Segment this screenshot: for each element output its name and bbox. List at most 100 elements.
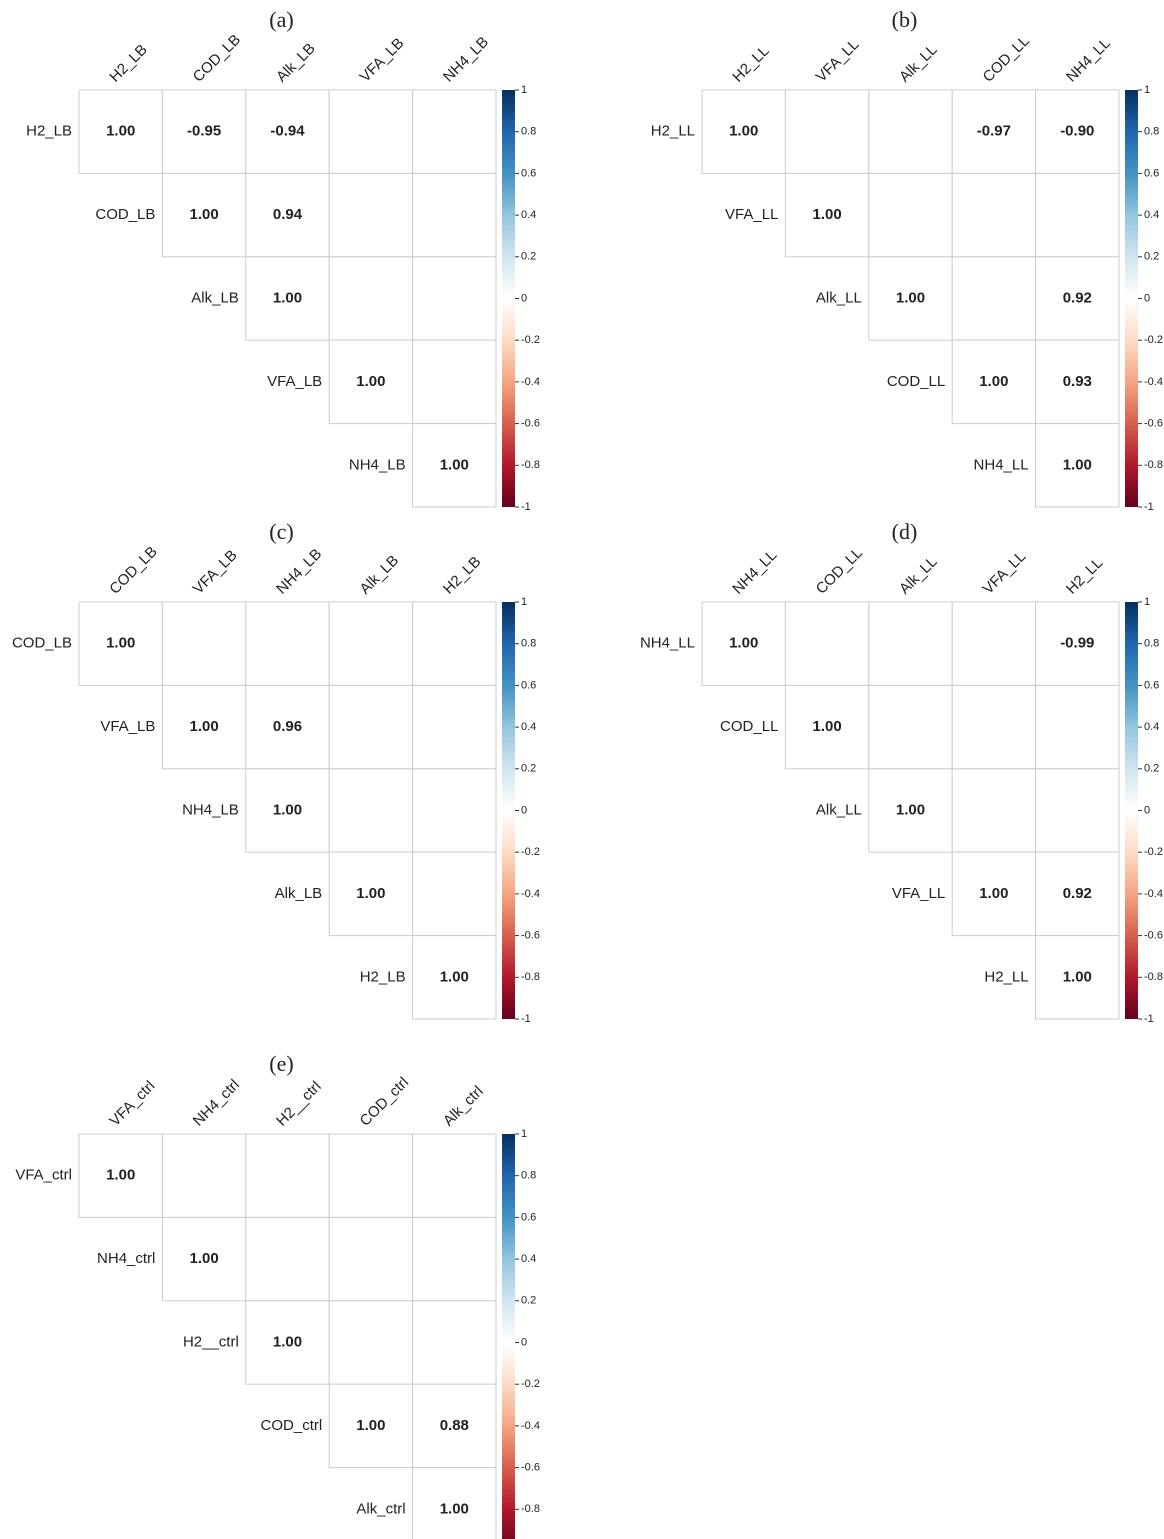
correlation-value: 0.93 (1063, 373, 1092, 390)
colorbar-tick-label: 0.8 (521, 126, 536, 138)
colorbar-tick-label: 0 (521, 292, 527, 304)
cell (328, 172, 414, 258)
colorbar-tick-label: -1 (521, 501, 531, 513)
cell (161, 1216, 247, 1302)
cell (412, 1383, 497, 1469)
colorbar-tick-label: 0.8 (521, 638, 536, 650)
cell (412, 851, 497, 937)
row-label: COD_LL (887, 373, 945, 390)
colorbar-tick-label: 0 (1144, 804, 1150, 816)
column-label: VFA_LB (357, 35, 408, 86)
colorbar-tick-label: -1 (1144, 501, 1154, 513)
colorbar-tick-label: 0.8 (1144, 126, 1159, 138)
colorbar-tick-label: 1 (1144, 596, 1150, 608)
correlation-value: 1.00 (189, 1250, 218, 1267)
cell (161, 172, 247, 258)
cell (1035, 339, 1120, 425)
colorbar-tick-label: 1 (1144, 84, 1150, 96)
cell (328, 89, 414, 174)
colorbar-tick-label: 0.4 (521, 721, 536, 733)
cell (784, 172, 870, 258)
colorbar-tick-label: 0.6 (521, 167, 536, 179)
cell (412, 1467, 497, 1539)
row-label: COD_LL (720, 718, 778, 735)
column-label: Alk_LB (357, 552, 403, 598)
cell (412, 1216, 497, 1302)
cell (951, 851, 1037, 937)
cell (784, 684, 870, 770)
column-label: COD_LL (980, 32, 1033, 85)
correlation-value: 1.00 (356, 373, 385, 390)
correlation-value: 1.00 (106, 1167, 135, 1184)
cell (328, 601, 414, 686)
colorbar-tick-label: 0.6 (1144, 167, 1159, 179)
cell (412, 935, 497, 1020)
row-label: COD_LB (12, 635, 72, 652)
cell (701, 601, 786, 686)
column-label: VFA_LL (980, 548, 1030, 598)
correlation-value: 1.00 (356, 885, 385, 902)
cell (1035, 768, 1120, 853)
row-label: NH4_ctrl (97, 1250, 155, 1267)
row-label: H2_LL (984, 968, 1028, 985)
column-label: H2_LB (440, 553, 484, 597)
column-label: COD_ctrl (357, 1074, 413, 1130)
colorbar-tick-label: 0.4 (521, 209, 536, 221)
colorbar-tick-label: -0.8 (1144, 459, 1163, 471)
cell (1035, 601, 1120, 686)
column-label: Alk_LL (896, 41, 940, 85)
cell (78, 601, 163, 686)
row-label: H2_LB (360, 968, 406, 985)
row-label: NH4_LL (974, 456, 1029, 473)
colorbar (502, 90, 515, 507)
cell (412, 339, 497, 425)
cell (412, 256, 497, 341)
cell (412, 1300, 497, 1385)
correlation-value: 0.96 (273, 718, 302, 735)
colorbar-tick-label: -0.8 (521, 971, 540, 983)
cell (412, 172, 497, 258)
colorbar-tick-label: 0 (1144, 292, 1150, 304)
cell (1035, 172, 1120, 258)
row-label: Alk_LB (275, 885, 323, 902)
colorbar-tick-label: 0.8 (521, 1170, 536, 1182)
cell (868, 172, 953, 258)
row-label: Alk_LB (191, 289, 239, 306)
colorbar-tick-label: -0.2 (521, 846, 540, 858)
correlation-value: 0.88 (440, 1417, 469, 1434)
cell (412, 1133, 497, 1218)
cell (868, 89, 953, 174)
cell (951, 684, 1037, 770)
cell (245, 256, 330, 341)
colorbar-tick-label: 0.6 (1144, 679, 1159, 691)
row-label: VFA_LL (725, 206, 778, 223)
row-label: Alk_ctrl (356, 1500, 405, 1517)
correlation-value: 1.00 (812, 718, 841, 735)
row-label: Alk_LL (816, 289, 862, 306)
column-label: NH4_LL (1063, 35, 1114, 86)
cell (784, 89, 870, 174)
colorbar (1125, 90, 1138, 507)
row-label: NH4_LB (182, 801, 239, 818)
row-label: COD_LB (95, 206, 155, 223)
column-label: VFA_ctrl (106, 1078, 158, 1130)
cell (161, 684, 247, 770)
cell (328, 339, 414, 425)
colorbar (502, 1134, 515, 1539)
cell (1035, 684, 1120, 770)
cell (1035, 256, 1120, 341)
cell (412, 684, 497, 770)
colorbar (1125, 602, 1138, 1019)
column-label: Alk_LB (273, 40, 319, 86)
chart-title: (d) (892, 519, 918, 544)
colorbar-tick-label: 0.2 (521, 1295, 536, 1307)
column-label: VFA_LB (190, 547, 241, 598)
colorbar-tick-label: 1 (521, 84, 527, 96)
cell (951, 256, 1037, 341)
row-label: VFA_LB (267, 373, 322, 390)
colorbar-tick-label: 0.4 (1144, 721, 1159, 733)
colorbar-tick-label: 0.2 (521, 251, 536, 263)
cell (328, 684, 414, 770)
cell (784, 601, 870, 686)
cell (412, 89, 497, 174)
